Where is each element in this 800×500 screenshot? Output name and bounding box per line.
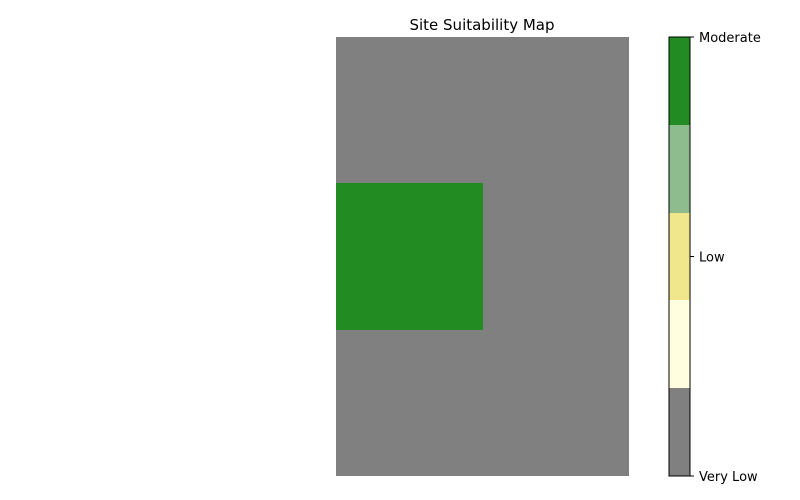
colorbar-segment-1 [669,300,690,388]
heatmap-cell-r1-c1 [483,183,629,330]
colorbar-segment-2 [669,213,690,300]
heatmap-cell-r0-c0 [336,37,483,183]
colorbar: Very Low Low Moderate [668,31,761,485]
colorbar-segment-4 [669,37,690,125]
colorbar-segment-0 [669,388,690,476]
colorbar-tick-label: Low [699,251,725,266]
chart-title: Site Suitability Map [409,16,554,34]
heatmap-cell-r2-c0 [336,330,483,476]
colorbar-tick-label: Moderate [699,31,761,46]
heatmap-cell-r1-c0 [336,183,483,330]
heatmap-cell-r2-c1 [483,330,629,476]
heatmap-grid [336,37,629,476]
heatmap-cell-r0-c1 [483,37,629,183]
colorbar-segment-3 [669,125,690,213]
colorbar-tick-label: Very Low [699,470,758,485]
